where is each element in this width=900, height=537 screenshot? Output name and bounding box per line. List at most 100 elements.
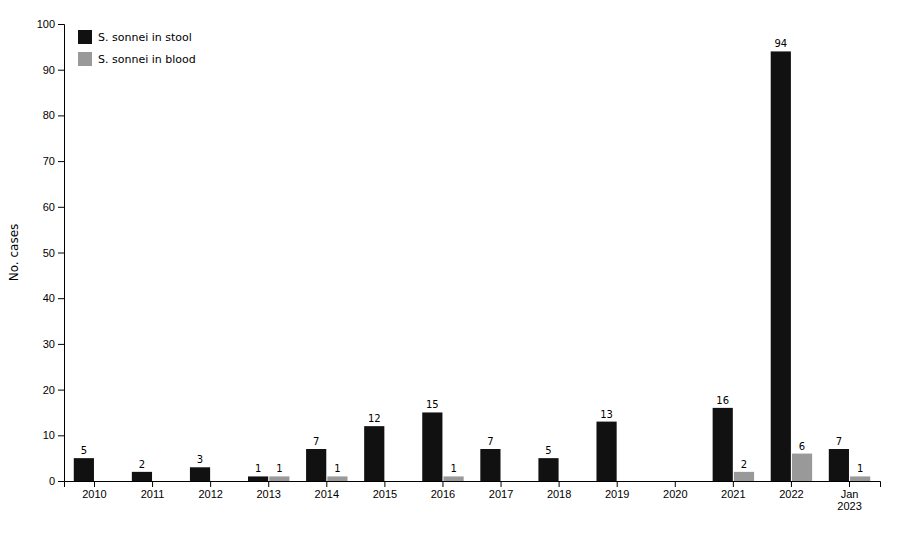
bar — [153, 481, 173, 482]
bar — [829, 449, 849, 481]
bar — [655, 481, 675, 482]
tick-mark — [849, 481, 850, 487]
data-label: 2 — [139, 459, 145, 470]
tick-label: 2022 — [779, 488, 803, 500]
x-axis: 2010201120122013201420152016201720182019… — [65, 481, 881, 512]
bar — [443, 476, 463, 481]
tick-label: 2018 — [547, 488, 571, 500]
axis-line — [58, 25, 65, 482]
bar — [713, 408, 733, 481]
bar-series — [74, 51, 849, 481]
tick-mark — [58, 298, 64, 299]
tick-label: 2020 — [663, 488, 687, 500]
tick-label: 20 — [43, 384, 55, 396]
tick: 2014 — [315, 481, 339, 500]
tick-label: 10 — [43, 429, 55, 441]
bar — [538, 458, 558, 481]
tick-label: 2015 — [373, 488, 397, 500]
tick-mark — [210, 481, 211, 487]
tick-label: 2017 — [489, 488, 513, 500]
tick: 2019 — [605, 481, 629, 500]
chart: 5231712157513169471112610102030405060708… — [0, 0, 900, 537]
tick-label: 40 — [43, 292, 55, 304]
data-label: 13 — [600, 409, 613, 420]
tick: 60 — [43, 201, 64, 213]
data-label: 5 — [545, 445, 551, 456]
legend-swatch — [78, 30, 92, 44]
bars — [74, 51, 870, 481]
tick: 100 — [37, 18, 64, 30]
tick-mark — [58, 435, 64, 436]
tick-mark — [442, 481, 443, 487]
data-label: 3 — [197, 454, 203, 465]
tick-mark — [152, 481, 153, 487]
legend-label: S. sonnei in stool — [98, 31, 192, 44]
tick-mark — [58, 161, 64, 162]
tick: 2011 — [141, 481, 165, 500]
plot: 5231712157513169471112610102030405060708… — [37, 18, 881, 512]
bar — [248, 476, 268, 481]
tick: 2021 — [721, 481, 745, 500]
bar — [676, 481, 696, 482]
bar — [422, 412, 442, 481]
tick-mark — [94, 481, 95, 487]
bar — [385, 481, 405, 482]
tick: 2020 — [663, 481, 687, 500]
bar — [560, 481, 580, 482]
tick-mark — [268, 481, 269, 487]
bar — [269, 476, 289, 481]
tick-mark — [501, 481, 502, 487]
bar — [771, 51, 791, 481]
tick-mark — [58, 70, 64, 71]
tick-label: 60 — [43, 201, 55, 213]
tick: 2012 — [198, 481, 222, 500]
tick-mark — [384, 481, 385, 487]
tick: 2016 — [431, 481, 455, 500]
data-label: 1 — [334, 463, 340, 474]
tick-label: 90 — [43, 64, 55, 76]
tick: 2013 — [256, 481, 280, 500]
tick: 70 — [43, 155, 64, 167]
tick: 2022 — [779, 481, 803, 500]
bar — [618, 481, 638, 482]
tick-label: 30 — [43, 338, 55, 350]
tick-mark — [791, 481, 792, 487]
tick: 2018 — [547, 481, 571, 500]
tick-label: 2021 — [721, 488, 745, 500]
tick-mark — [58, 253, 64, 254]
tick: 2017 — [489, 481, 513, 500]
bar — [502, 481, 522, 482]
legend-swatch — [78, 52, 92, 66]
tick-label: 0 — [49, 475, 55, 487]
data-label: 2 — [741, 459, 747, 470]
tick-label: 2016 — [431, 488, 455, 500]
data-label: 1 — [857, 463, 863, 474]
tick-label: 2012 — [198, 488, 222, 500]
bar — [132, 472, 152, 481]
tick-mark — [733, 481, 734, 487]
data-label: 6 — [799, 441, 805, 452]
bar — [327, 476, 347, 481]
bar — [596, 422, 616, 481]
data-label: 12 — [368, 413, 381, 424]
tick-label: 2011 — [141, 488, 165, 500]
data-label: 1 — [276, 463, 282, 474]
legend-label: S. sonnei in blood — [98, 53, 196, 66]
tick: 40 — [43, 292, 64, 304]
bar — [792, 454, 812, 481]
tick-label: 70 — [43, 155, 55, 167]
bar — [734, 472, 754, 481]
tick: 90 — [43, 64, 64, 76]
bar — [95, 481, 115, 482]
data-label: 15 — [426, 399, 439, 410]
data-label: 7 — [313, 436, 319, 447]
bar — [74, 458, 94, 481]
tick-mark — [58, 344, 64, 345]
data-label: 7 — [487, 436, 493, 447]
tick: Jan2023 — [837, 481, 861, 512]
tick: 2015 — [373, 481, 397, 500]
tick: 80 — [43, 109, 64, 121]
tick-label: 80 — [43, 109, 55, 121]
data-label: 7 — [836, 436, 842, 447]
tick-label: 2019 — [605, 488, 629, 500]
